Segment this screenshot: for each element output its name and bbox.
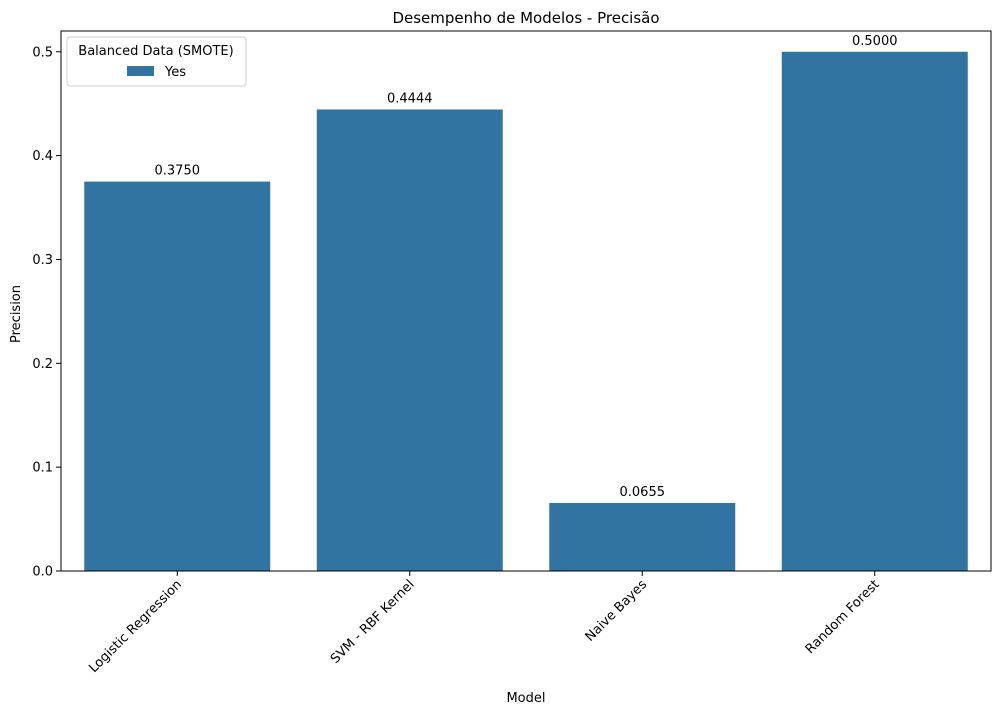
bar (781, 51, 968, 572)
y-tick-label: 0.1 (32, 461, 53, 476)
bar-data-label: 0.0655 (620, 485, 666, 500)
y-tick-label: 0.5 (32, 45, 53, 60)
legend-box (66, 36, 247, 87)
y-tick-label: 0.4 (32, 149, 53, 164)
legend-entry: Yes (164, 65, 186, 80)
bar (84, 181, 271, 572)
legend-title: Balanced Data (SMOTE) (78, 44, 233, 59)
y-tick-label: 0.3 (32, 253, 53, 268)
bar-data-label: 0.4444 (387, 92, 433, 107)
bar (316, 109, 503, 571)
legend: Balanced Data (SMOTE) Yes (66, 36, 247, 87)
y-axis-label: Precision (9, 285, 24, 343)
chart-title: Desempenho de Modelos - Precisão (392, 9, 659, 27)
legend-swatch (127, 66, 154, 76)
bar (549, 502, 736, 571)
plot-frame (60, 30, 992, 572)
bar-data-label: 0.3750 (155, 164, 201, 179)
y-tick-label: 0.0 (32, 565, 53, 580)
y-tick-label: 0.2 (32, 357, 53, 372)
x-axis-label: Model (506, 691, 545, 706)
bar-data-label: 0.5000 (852, 34, 898, 49)
